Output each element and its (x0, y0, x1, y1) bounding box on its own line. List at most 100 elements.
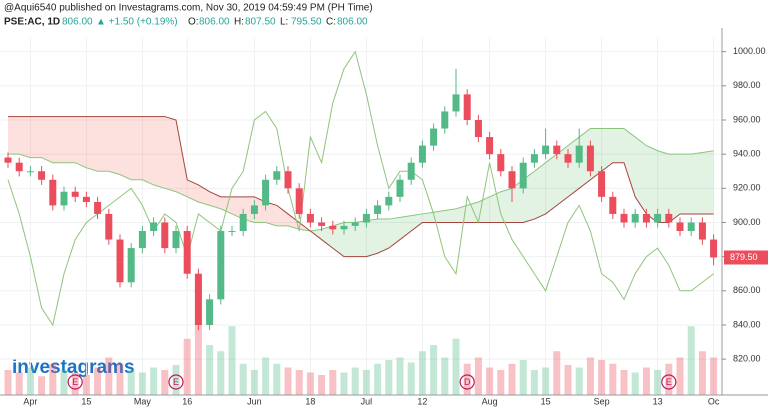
candle-body (575, 145, 583, 163)
volume-bar (508, 363, 516, 395)
cloud-fill (30, 116, 42, 158)
candle-body (676, 222, 684, 232)
x-tick-label: 18 (305, 396, 315, 406)
cloud-fill (276, 205, 288, 226)
volume-bar (15, 372, 23, 395)
x-tick-label: Aug (482, 396, 498, 406)
candle-body (519, 162, 527, 189)
event-marker (459, 374, 475, 390)
cloud-fill (680, 154, 692, 214)
volume-bar (351, 367, 359, 395)
candle-body (318, 222, 326, 226)
volume-bar (430, 345, 438, 395)
candle-body (273, 171, 281, 180)
cloud-fill (131, 116, 143, 180)
cloud-fill (142, 116, 154, 185)
candle-body (306, 213, 314, 223)
volume-bar (306, 372, 314, 395)
volume-bar (71, 372, 79, 395)
y-tick-label: 820.00 (733, 354, 761, 364)
ohlc-label: O: (188, 17, 199, 28)
candle-body (138, 231, 146, 249)
event-label: E (72, 377, 78, 387)
candle-body (183, 231, 191, 274)
volume-bar (329, 370, 337, 395)
cloud-fill (657, 150, 669, 223)
cloud-fill (108, 116, 120, 175)
cloud-fill (624, 128, 636, 197)
cloud-fill (478, 196, 490, 223)
volume-bar (362, 370, 370, 395)
volume-bar (183, 338, 191, 395)
cloud-fill (97, 116, 109, 172)
cloud-fill (635, 137, 647, 214)
candle-body (329, 225, 337, 230)
cloud-fill (64, 116, 76, 163)
cloud-fill (19, 116, 31, 158)
volume-bar (26, 367, 34, 395)
volume-bar (687, 326, 695, 395)
volume-bar (530, 370, 538, 395)
ohlc-value: 795.50 (291, 17, 322, 28)
candle-body (15, 162, 23, 172)
volume-bar (284, 367, 292, 395)
ohlc-label: H: (234, 17, 244, 28)
candle-body (530, 154, 538, 163)
cloud-fill (332, 222, 344, 257)
volume-bar (116, 363, 124, 395)
candle-body (497, 154, 505, 172)
candle-body (60, 191, 68, 206)
price: 806.00 (62, 17, 93, 28)
volume-bar (82, 375, 90, 395)
cloud-fill (41, 116, 53, 163)
candle-body (295, 188, 303, 214)
x-tick-label: Oc (708, 396, 720, 406)
volume-bar (598, 360, 606, 395)
candle-body (385, 196, 393, 206)
cloud-fill (668, 154, 680, 223)
volume-bar (620, 370, 628, 395)
cloud-fill (646, 145, 658, 223)
last-price-tag (724, 250, 768, 265)
candle-body (340, 225, 348, 230)
volume-bar (105, 357, 113, 395)
cloud-fill (265, 201, 277, 226)
candle-body (710, 239, 718, 258)
volume-bar (586, 357, 594, 395)
event-label: E (666, 377, 672, 387)
change: ▲ +1.50 (+0.19%) (96, 17, 178, 28)
volume-bar (486, 367, 494, 395)
candle-body (609, 196, 617, 214)
cloud-fill (400, 215, 412, 240)
cloud-fill (232, 196, 244, 220)
volume-bar (239, 363, 247, 395)
cloud-fill (288, 213, 300, 230)
y-tick-label: 980.00 (733, 80, 761, 90)
volume-bar (631, 372, 639, 395)
candle-body (38, 171, 46, 180)
x-tick-label: 12 (417, 396, 427, 406)
cloud-fill (579, 128, 591, 189)
x-tick-label: Sep (594, 396, 610, 406)
cloud-fill (355, 220, 367, 257)
candle-body (262, 179, 270, 206)
candle-body (351, 222, 359, 226)
y-tick-label: 920.00 (733, 183, 761, 193)
candle-body (150, 222, 158, 232)
event-marker (661, 374, 677, 390)
ohlc-label: C: (326, 17, 336, 28)
volume-bar (38, 376, 46, 395)
volume-bar (228, 326, 236, 395)
volume-bar (161, 370, 169, 395)
x-tick-label: 15 (81, 396, 91, 406)
cloud-fill (500, 188, 512, 223)
attribution: @Aqui6540 published on Investagrams.com,… (4, 3, 373, 14)
y-tick-label: 840.00 (733, 319, 761, 329)
candle-body (452, 94, 460, 112)
volume-bar (60, 370, 68, 395)
cloud-fill (187, 179, 199, 202)
candle-body (463, 94, 471, 120)
candle-body (116, 239, 124, 283)
candle-body (698, 222, 706, 240)
